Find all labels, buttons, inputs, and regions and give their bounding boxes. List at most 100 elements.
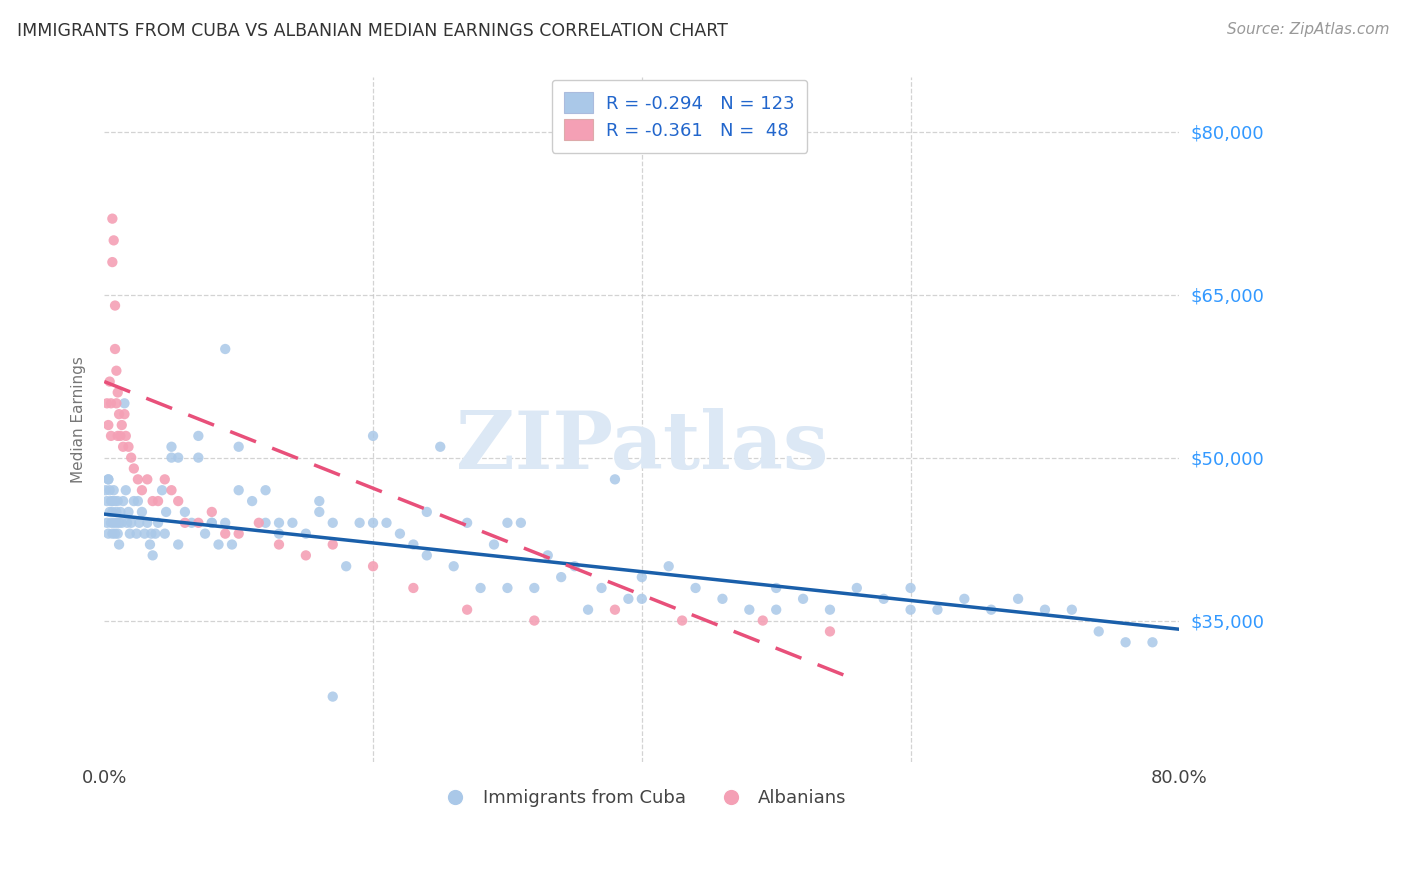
Point bbox=[114, 483, 136, 498]
Point bbox=[845, 581, 868, 595]
Point bbox=[456, 603, 478, 617]
Point bbox=[98, 483, 121, 498]
Point bbox=[603, 603, 626, 617]
Point bbox=[103, 233, 125, 247]
Point bbox=[100, 516, 122, 530]
Point bbox=[98, 505, 121, 519]
Point bbox=[187, 429, 209, 443]
Point bbox=[105, 396, 128, 410]
Point bbox=[153, 472, 176, 486]
Point bbox=[107, 385, 129, 400]
Point bbox=[402, 581, 425, 595]
Point bbox=[160, 450, 183, 465]
Point bbox=[267, 516, 290, 530]
Point bbox=[980, 603, 1002, 617]
Point bbox=[114, 429, 136, 443]
Point bbox=[97, 472, 120, 486]
Point bbox=[131, 483, 153, 498]
Point bbox=[104, 342, 127, 356]
Point bbox=[295, 549, 318, 563]
Point bbox=[101, 505, 124, 519]
Point bbox=[167, 537, 190, 551]
Point bbox=[201, 516, 224, 530]
Point bbox=[146, 516, 169, 530]
Point bbox=[416, 505, 439, 519]
Point bbox=[114, 407, 136, 421]
Point bbox=[900, 581, 922, 595]
Point bbox=[685, 581, 707, 595]
Point bbox=[1033, 603, 1056, 617]
Point bbox=[375, 516, 398, 530]
Point bbox=[402, 537, 425, 551]
Point bbox=[142, 549, 165, 563]
Point bbox=[103, 483, 125, 498]
Point bbox=[281, 516, 304, 530]
Point bbox=[97, 472, 120, 486]
Point bbox=[240, 494, 263, 508]
Text: Source: ZipAtlas.com: Source: ZipAtlas.com bbox=[1226, 22, 1389, 37]
Point bbox=[187, 450, 209, 465]
Point bbox=[818, 603, 841, 617]
Point bbox=[509, 516, 531, 530]
Point bbox=[228, 483, 250, 498]
Point bbox=[110, 505, 132, 519]
Point bbox=[818, 624, 841, 639]
Point bbox=[295, 526, 318, 541]
Point bbox=[101, 211, 124, 226]
Point bbox=[927, 603, 949, 617]
Point bbox=[155, 505, 177, 519]
Point bbox=[671, 614, 693, 628]
Point bbox=[267, 537, 290, 551]
Point bbox=[617, 591, 640, 606]
Point bbox=[550, 570, 572, 584]
Point bbox=[1115, 635, 1137, 649]
Point bbox=[201, 505, 224, 519]
Point bbox=[105, 364, 128, 378]
Point bbox=[187, 516, 209, 530]
Point bbox=[496, 516, 519, 530]
Point bbox=[125, 526, 148, 541]
Point bbox=[201, 516, 224, 530]
Point bbox=[1142, 635, 1164, 649]
Point bbox=[349, 516, 371, 530]
Point bbox=[105, 516, 128, 530]
Point bbox=[194, 526, 217, 541]
Point bbox=[564, 559, 586, 574]
Point bbox=[174, 505, 197, 519]
Point bbox=[254, 516, 277, 530]
Point bbox=[167, 450, 190, 465]
Point bbox=[108, 516, 131, 530]
Point bbox=[160, 483, 183, 498]
Text: ZIPatlas: ZIPatlas bbox=[456, 408, 828, 486]
Point bbox=[167, 494, 190, 508]
Point bbox=[104, 494, 127, 508]
Point bbox=[180, 516, 202, 530]
Point bbox=[416, 549, 439, 563]
Point bbox=[146, 494, 169, 508]
Point bbox=[128, 516, 150, 530]
Point bbox=[873, 591, 896, 606]
Point bbox=[752, 614, 775, 628]
Point bbox=[107, 494, 129, 508]
Point bbox=[108, 407, 131, 421]
Point bbox=[221, 537, 243, 551]
Point bbox=[104, 526, 127, 541]
Point bbox=[94, 483, 117, 498]
Point bbox=[127, 494, 149, 508]
Point bbox=[160, 440, 183, 454]
Point bbox=[576, 603, 599, 617]
Point bbox=[141, 526, 163, 541]
Point bbox=[98, 375, 121, 389]
Point bbox=[97, 417, 120, 432]
Point bbox=[900, 603, 922, 617]
Point bbox=[105, 505, 128, 519]
Point bbox=[96, 494, 118, 508]
Text: IMMIGRANTS FROM CUBA VS ALBANIAN MEDIAN EARNINGS CORRELATION CHART: IMMIGRANTS FROM CUBA VS ALBANIAN MEDIAN … bbox=[17, 22, 728, 40]
Point bbox=[120, 450, 142, 465]
Point bbox=[174, 516, 197, 530]
Point bbox=[1087, 624, 1109, 639]
Point bbox=[112, 440, 135, 454]
Point bbox=[139, 537, 162, 551]
Point bbox=[153, 526, 176, 541]
Point bbox=[361, 559, 384, 574]
